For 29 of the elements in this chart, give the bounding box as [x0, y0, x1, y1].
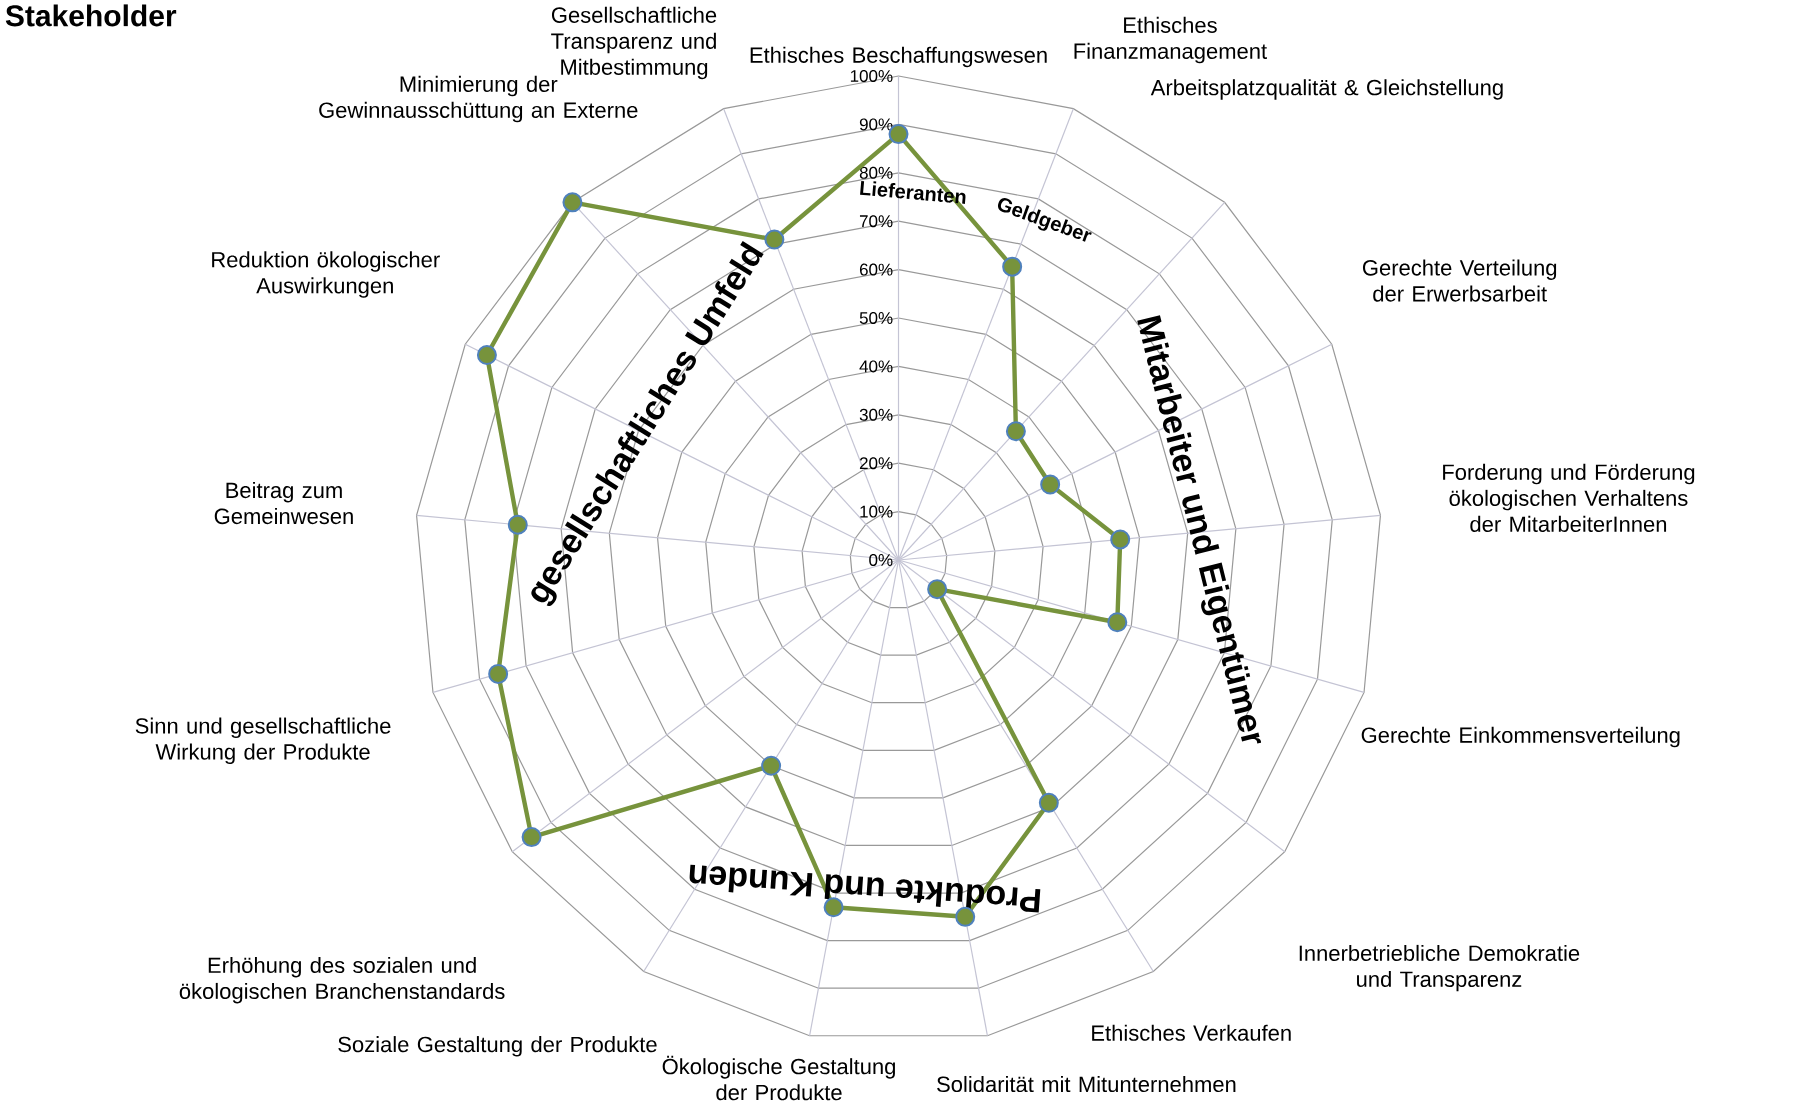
y-tick-label: 70% — [859, 215, 893, 228]
text: Lieferanten — [860, 180, 966, 204]
y-tick-label: 40% — [859, 360, 893, 373]
chart-title: Stakeholder — [5, 4, 177, 27]
spoke-label: Sinn und gesellschaftliche Wirkung der Produkte — [135, 717, 391, 765]
spoke-label: Ökologische Gestaltung der Produkte — [662, 1055, 895, 1101]
y-tick-label: 20% — [859, 457, 893, 470]
spoke-label: Arbeitsplatzqualität & Gleichstellung — [1150, 79, 1503, 100]
spoke-label: Gerechte Einkommensverteilung — [1361, 726, 1680, 748]
y-tick-label: 10% — [860, 505, 893, 518]
spoke-label: Beitrag zum Gemeinwesen — [214, 481, 353, 525]
spoke-label: Gerechte Verteilung der Erwerbsarbeit — [1362, 259, 1557, 302]
spoke-label: Ethisches Beschaffungswesen — [750, 46, 1047, 68]
y-tick-label: 50% — [859, 311, 893, 324]
spoke-label: Soziale Gestaltung der Produkte — [338, 1036, 657, 1057]
y-tick-label: 30% — [859, 408, 893, 421]
y-tick-label: 0% — [869, 553, 893, 566]
spoke-label: Erhöhung des sozialen und ökologischen Branchenstandards — [179, 956, 505, 1004]
y-tick-label: 60% — [859, 263, 893, 276]
spoke-label: Reduktion ökologischer Auswirkungen — [212, 251, 440, 298]
y-tick-label: 100% — [850, 69, 893, 82]
text: Produkte und Kunden — [689, 864, 1041, 913]
spoke-label: Ethisches Finanzmanagement — [1074, 16, 1267, 64]
spoke-label: Solidarität mit Mitunternehmen — [937, 1075, 1236, 1093]
y-tick-label: 80% — [859, 166, 893, 179]
y-tick-label: 90% — [859, 118, 893, 131]
spoke-label: Forderung und Förderung ökologischen Verhaltens der MitarbeiterInnen — [1443, 463, 1695, 532]
spoke-label: Innerbetriebliche Demokratie und Transparenz — [1299, 944, 1580, 992]
spoke-label: Ethisches Verkaufen — [1092, 1024, 1291, 1041]
